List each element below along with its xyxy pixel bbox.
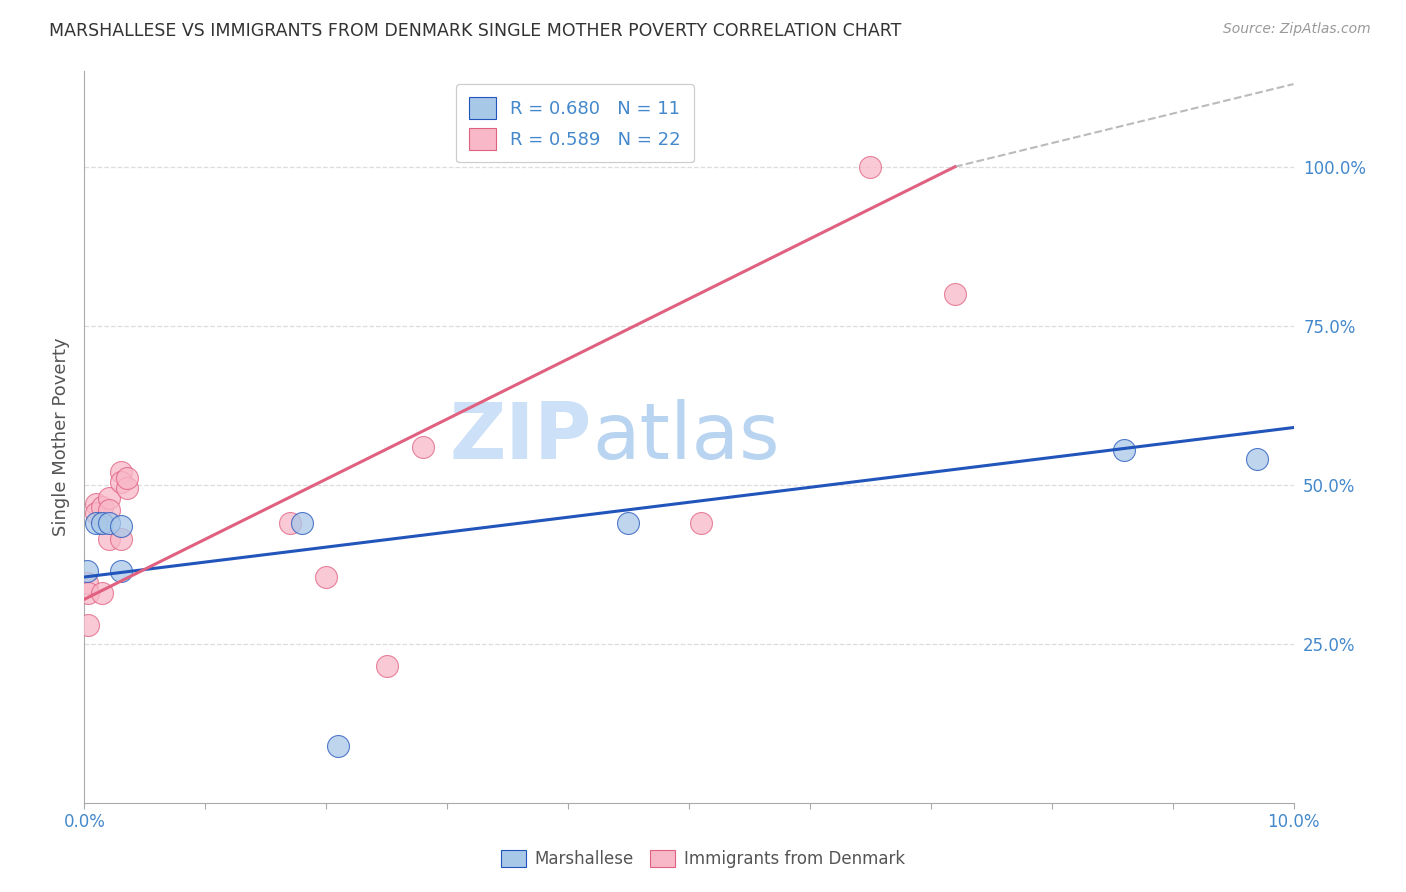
Point [110, 532, 132, 546]
Text: MARSHALLESE VS IMMIGRANTS FROM DENMARK SINGLE MOTHER POVERTY CORRELATION CHART: MARSHALLESE VS IMMIGRANTS FROM DENMARK S… [49, 22, 901, 40]
Point [77, 586, 100, 600]
Point [76, 564, 98, 578]
Point [110, 465, 132, 479]
Point [76, 576, 98, 591]
Legend: R = 0.680   N = 11, R = 0.589   N = 22: R = 0.680 N = 11, R = 0.589 N = 22 [456, 84, 693, 162]
Point [291, 516, 314, 530]
Point [115, 471, 138, 485]
Point [1114, 442, 1136, 457]
Y-axis label: Single Mother Poverty: Single Mother Poverty [52, 338, 70, 536]
Text: ZIP: ZIP [450, 399, 592, 475]
Point [278, 516, 301, 530]
Point [315, 570, 337, 584]
Point [110, 564, 132, 578]
Legend: Marshallese, Immigrants from Denmark: Marshallese, Immigrants from Denmark [495, 843, 911, 875]
Point [115, 481, 138, 495]
Point [97, 532, 120, 546]
Text: atlas: atlas [592, 399, 780, 475]
Point [1246, 452, 1268, 467]
Point [943, 287, 966, 301]
Point [110, 475, 132, 489]
Point [110, 519, 132, 533]
Point [97, 503, 120, 517]
Point [859, 160, 882, 174]
Point [77, 617, 100, 632]
Point [86, 497, 108, 511]
Point [617, 516, 640, 530]
Point [91, 586, 114, 600]
Point [328, 739, 350, 753]
Point [86, 516, 108, 530]
Point [690, 516, 713, 530]
Point [375, 659, 398, 673]
Point [86, 507, 108, 521]
Point [97, 516, 120, 530]
Point [412, 440, 434, 454]
Point [91, 500, 114, 514]
Text: Source: ZipAtlas.com: Source: ZipAtlas.com [1223, 22, 1371, 37]
Point [91, 516, 114, 530]
Point [97, 491, 120, 505]
